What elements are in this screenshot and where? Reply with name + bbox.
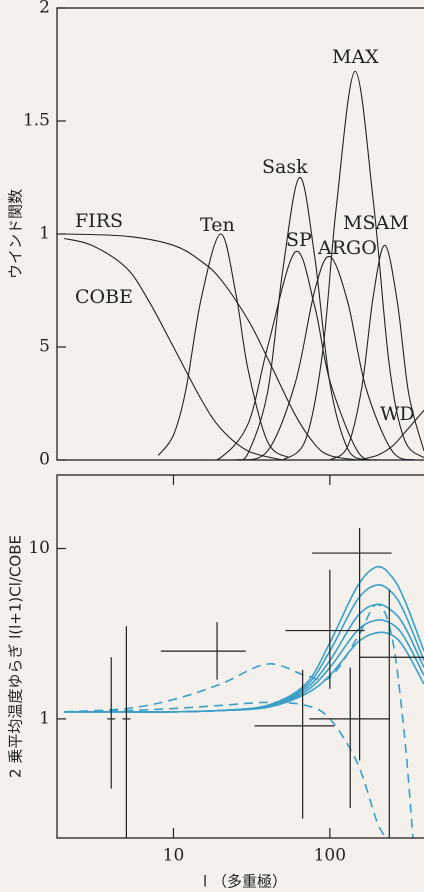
curve-label: SP (286, 229, 312, 251)
x-axis-label: l （多重極） (203, 873, 287, 891)
y-axis-label: ウインド関数 (7, 189, 25, 279)
curve (64, 603, 424, 713)
curve-label: FIRS (75, 210, 123, 232)
y-tick-label: 1 (39, 708, 50, 728)
curve (329, 244, 424, 460)
y-axis-label: 2 乗平均温度ゆらぎ l(l+1)Cl/COBE (7, 535, 25, 778)
plot-frame (56, 474, 424, 839)
panel (64, 70, 424, 460)
plot-frame (56, 7, 424, 461)
y-tick-label: 0 (39, 450, 50, 470)
curve (64, 233, 358, 460)
x-tick-label: 10 (163, 846, 185, 866)
curve-label: WD (380, 403, 415, 425)
x-tick-label: 100 (314, 846, 346, 866)
y-tick-label: 10 (28, 538, 50, 558)
curve (64, 619, 424, 713)
curve (64, 631, 424, 713)
curve (200, 250, 378, 460)
y-tick-label: 1 (39, 224, 50, 244)
panel (64, 527, 424, 838)
curve-label: MSAM (343, 212, 409, 234)
curve (64, 584, 424, 713)
curve-label: Sask (262, 156, 308, 178)
curve (64, 603, 414, 838)
y-tick-label: 1.5 (23, 111, 50, 131)
curve (157, 233, 290, 459)
curve (64, 701, 388, 838)
curve-label: MAX (332, 46, 379, 68)
curve (235, 176, 367, 460)
curve (235, 256, 416, 460)
y-tick-label: 5 (39, 337, 50, 357)
curve-label: ARGO (317, 237, 377, 259)
curve (282, 70, 424, 460)
curve-label: Ten (200, 214, 235, 236)
y-tick-label: 2 (39, 0, 50, 18)
curve-label: COBE (75, 286, 133, 308)
curve (64, 237, 283, 460)
curve (357, 409, 424, 460)
